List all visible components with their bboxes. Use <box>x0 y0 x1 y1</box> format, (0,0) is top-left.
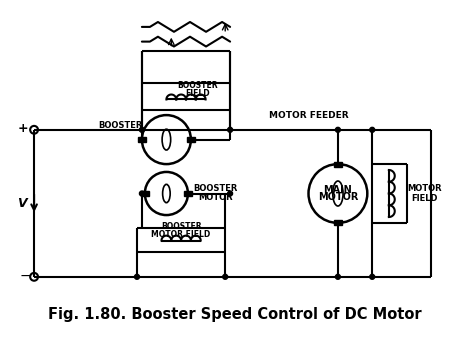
Circle shape <box>370 127 375 132</box>
Text: Fig. 1.80. Booster Speed Control of DC Motor: Fig. 1.80. Booster Speed Control of DC M… <box>48 306 422 322</box>
Text: MOTOR: MOTOR <box>318 192 358 202</box>
Text: BOOSTER: BOOSTER <box>178 81 218 90</box>
Circle shape <box>223 274 227 279</box>
Bar <box>184 191 192 196</box>
Circle shape <box>140 191 144 196</box>
Text: BOOSTER: BOOSTER <box>193 184 238 193</box>
Text: −: − <box>19 269 31 283</box>
Circle shape <box>336 274 340 279</box>
Text: +: + <box>18 122 29 135</box>
Bar <box>334 220 342 225</box>
Text: BOOSTER: BOOSTER <box>98 121 142 130</box>
Text: FIELD: FIELD <box>186 89 210 98</box>
Bar <box>334 162 342 166</box>
Circle shape <box>370 274 375 279</box>
Circle shape <box>227 127 233 132</box>
Text: MOTOR FIELD: MOTOR FIELD <box>151 230 211 239</box>
Text: FIELD: FIELD <box>411 194 438 203</box>
Circle shape <box>227 191 233 196</box>
Text: MAIN: MAIN <box>323 185 352 195</box>
Bar <box>141 191 149 196</box>
Text: MOTOR: MOTOR <box>198 193 233 202</box>
Text: V: V <box>17 197 27 210</box>
Bar <box>187 137 195 142</box>
Circle shape <box>140 127 144 132</box>
Text: MOTOR: MOTOR <box>407 184 441 193</box>
Circle shape <box>134 274 140 279</box>
Text: BOOSTER: BOOSTER <box>161 222 202 231</box>
Bar <box>138 137 146 142</box>
Text: MOTOR FEEDER: MOTOR FEEDER <box>269 111 348 120</box>
Circle shape <box>336 127 340 132</box>
